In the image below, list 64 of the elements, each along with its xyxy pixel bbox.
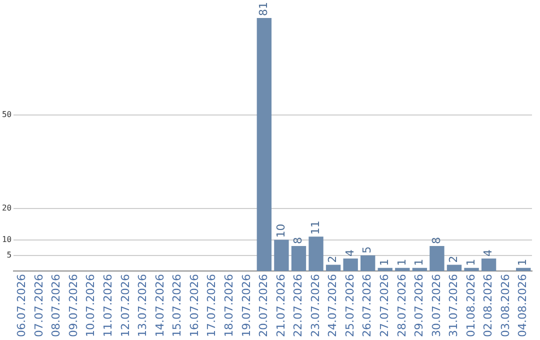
data-label: 1: [412, 258, 426, 266]
x-tick-label: 14.07.2026: [153, 274, 166, 338]
x-tick-label: 01.08.2026: [464, 274, 478, 338]
data-label: 1: [395, 258, 408, 266]
x-tick-label: 24.07.2026: [326, 274, 340, 338]
data-label: 1: [464, 258, 478, 266]
data-label: 2: [447, 256, 460, 263]
bar: [464, 268, 479, 272]
x-tick-label: 07.07.2026: [32, 274, 46, 338]
data-label: 11: [308, 220, 322, 235]
bar: [430, 246, 444, 272]
y-tick-label: 20: [2, 204, 12, 213]
x-tick-label: 09.07.2026: [66, 274, 80, 338]
bar: [516, 268, 531, 272]
bar: [360, 255, 376, 272]
data-label: 8: [292, 237, 305, 244]
x-tick-label: 11.07.2026: [102, 274, 115, 338]
bar: [412, 268, 428, 272]
data-label: 2: [326, 256, 340, 263]
data-label: 5: [360, 246, 374, 254]
data-label: 81: [257, 2, 270, 16]
data-label: 4: [482, 250, 495, 257]
y-tick-label: 5: [6, 250, 12, 260]
x-tick-label: 20.07.2026: [257, 274, 270, 338]
x-tick-label: 04.08.2026: [516, 274, 530, 338]
y-tick-label: 10: [2, 234, 12, 244]
x-tick-label: 02.08.2026: [482, 274, 495, 338]
x-tick-label: 31.07.2026: [447, 274, 460, 338]
bar: [378, 268, 392, 272]
x-tick-label: 16.07.2026: [188, 274, 201, 338]
bar: [256, 18, 272, 272]
x-tick-label: 13.07.2026: [136, 274, 150, 338]
x-tick-label: 25.07.2026: [343, 274, 356, 338]
x-tick-label: 10.07.2026: [84, 274, 98, 338]
x-tick-label: 27.07.2026: [378, 274, 391, 338]
x-tick-label: 19.07.2026: [240, 274, 253, 338]
x-tick-label: 23.07.2026: [308, 274, 322, 338]
y-tick-label: 50: [2, 110, 12, 119]
x-tick-label: 08.07.2026: [50, 274, 63, 338]
bar: [395, 268, 410, 272]
x-tick-label: 29.07.2026: [412, 274, 426, 338]
bar: [326, 264, 341, 272]
x-tick-label: 26.07.2026: [360, 274, 374, 338]
x-tick-label: 03.08.2026: [498, 274, 512, 338]
data-label: 1: [378, 258, 391, 266]
data-label: 4: [343, 250, 356, 257]
x-tick-label: 21.07.2026: [274, 274, 288, 338]
x-tick-label: 12.07.2026: [118, 274, 132, 338]
bar: [274, 240, 289, 272]
x-tick-label: 15.07.2026: [170, 274, 184, 338]
bar: [291, 246, 306, 272]
bar: [308, 236, 324, 272]
x-tick-label: 18.07.2026: [222, 274, 236, 338]
data-label: 1: [516, 258, 530, 266]
bar: [343, 258, 358, 272]
x-tick-label: 30.07.2026: [430, 274, 443, 338]
data-label: 8: [430, 237, 443, 244]
x-tick-label: 06.07.2026: [15, 274, 28, 338]
x-tick-label: 17.07.2026: [205, 274, 218, 338]
x-tick-label: 28.07.2026: [395, 274, 408, 338]
bar: [481, 258, 496, 272]
bar: [446, 264, 462, 272]
x-tick-label: 22.07.2026: [292, 274, 305, 338]
data-label: 10: [274, 224, 288, 238]
